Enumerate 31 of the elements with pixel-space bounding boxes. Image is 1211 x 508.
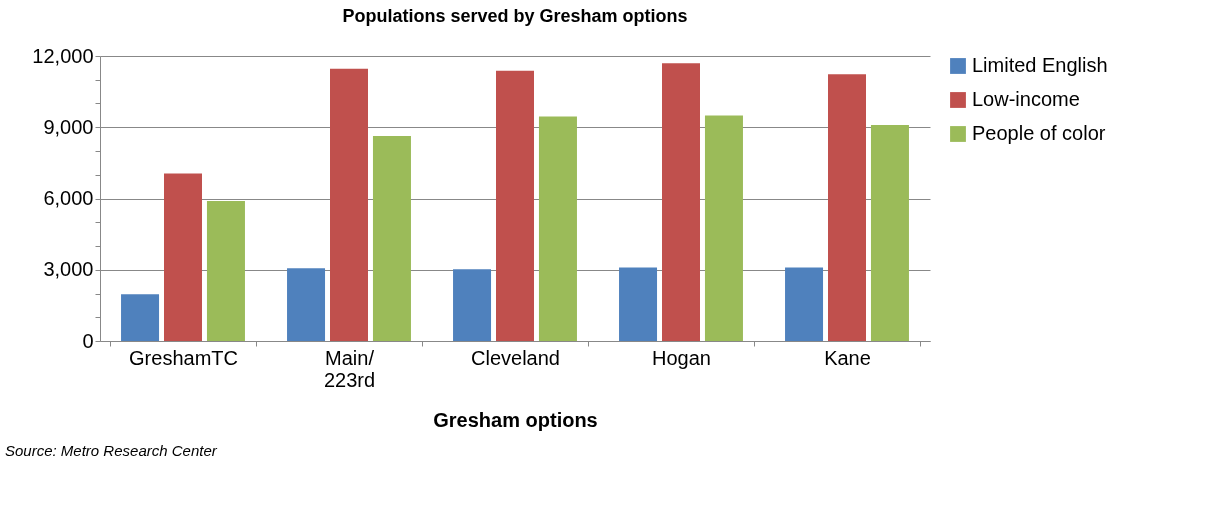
x-tick-label: Kane [824, 346, 871, 369]
bar [619, 267, 658, 341]
y-tick-label: 9,000 [43, 115, 94, 138]
x-tick-label: Main/ 223rd [323, 346, 376, 391]
x-tick-label: GreshamTC [129, 346, 238, 369]
bar [496, 70, 534, 341]
y-tick-label: 6,000 [43, 187, 94, 209]
legend-label: People of color [972, 122, 1106, 144]
bar [330, 68, 368, 341]
bar [164, 173, 202, 341]
bar [453, 269, 492, 341]
x-tick-label: Hogan [652, 346, 711, 369]
bar [287, 268, 326, 341]
y-tick-label: 0 [82, 329, 94, 352]
source-note: Source: Metro Research Center [5, 442, 218, 459]
legend-label: Limited English [972, 54, 1108, 76]
bar [704, 115, 743, 341]
bar [785, 267, 824, 341]
legend-label: Low-income [972, 88, 1080, 110]
y-tick-label: 3,000 [43, 258, 94, 281]
bar [206, 201, 245, 341]
x-axis-title: Gresham options [433, 408, 598, 431]
bar [662, 63, 700, 341]
x-tick-label: Cleveland [471, 346, 560, 369]
bar [121, 294, 160, 341]
bar [828, 74, 866, 341]
y-tick-label: 12,000 [32, 44, 94, 67]
bar [870, 124, 909, 341]
chart-title: Populations served by Gresham options [342, 6, 688, 26]
bar [538, 116, 577, 341]
bar [372, 136, 411, 341]
